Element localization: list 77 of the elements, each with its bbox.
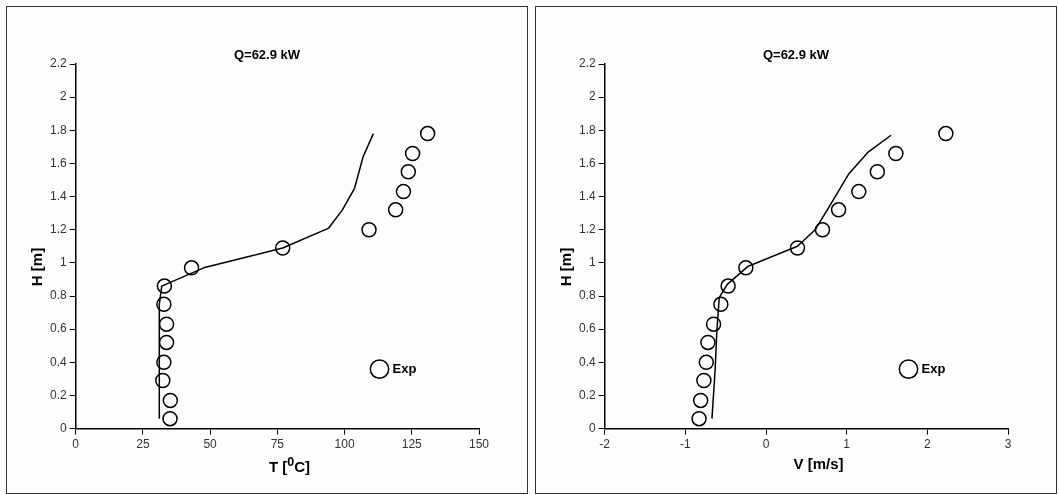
point [419, 125, 436, 142]
point [691, 410, 707, 427]
y-tick-label: 0.2 [578, 387, 596, 402]
legend-label: Exp [392, 360, 417, 376]
point [692, 392, 709, 409]
point [696, 372, 712, 389]
point [869, 163, 886, 180]
point [720, 278, 736, 294]
x-tick-label: 50 [203, 437, 218, 452]
y-tick-label: 1 [59, 255, 67, 270]
y-tick-label: 0.6 [578, 321, 596, 336]
point [155, 372, 171, 389]
point [156, 296, 172, 313]
x-axis-title: V [m/s] [792, 455, 845, 472]
point [851, 183, 867, 200]
point [814, 221, 831, 238]
y-tick-label: 0.2 [49, 387, 67, 402]
y-tick-label: 1 [588, 255, 596, 270]
x-tick-label: 25 [136, 437, 150, 452]
x-tick-label: 1 [843, 437, 851, 452]
y-tick-label: 0.4 [49, 354, 67, 369]
x-tick-label: 3 [1004, 437, 1012, 452]
x-tick-label: 75 [270, 437, 285, 452]
point [888, 145, 904, 162]
y-tick-label: 1.6 [49, 155, 67, 170]
y-tick-label: 2.2 [49, 56, 67, 71]
point [156, 354, 172, 371]
y-tick-label: 0.8 [578, 288, 596, 303]
x-tick-label: -1 [680, 437, 692, 452]
y-tick-label: 0.6 [49, 321, 67, 336]
point [738, 260, 754, 276]
point [183, 260, 200, 276]
y-tick-label: 1.2 [578, 222, 596, 237]
point [162, 392, 179, 409]
y-tick-label: 2.2 [578, 56, 596, 71]
y-tick-label: 2 [59, 89, 67, 104]
chart-title: Q=62.9 kW [233, 47, 301, 62]
y-tick-label: 1.4 [578, 188, 596, 203]
point [395, 183, 412, 200]
point [830, 202, 847, 218]
x-tick-label: 2 [923, 437, 931, 452]
point [700, 334, 716, 351]
point [789, 240, 806, 256]
x-tick-label: -2 [599, 437, 611, 452]
point [361, 221, 377, 238]
y-tick-label: 2 [588, 89, 596, 104]
y-tick-label: 0.8 [49, 288, 67, 303]
y-tick-label: 1.8 [578, 122, 596, 137]
point [698, 354, 715, 371]
y-tick-label: 1.4 [49, 188, 67, 203]
y-tick-label: 1.8 [49, 122, 67, 137]
y-tick-label: 0 [59, 420, 67, 435]
y-axis-title: H [m] [556, 247, 574, 287]
point [158, 316, 175, 332]
point [162, 410, 178, 427]
point [400, 163, 417, 180]
point [274, 240, 291, 256]
y-tick-label: 1.6 [578, 155, 596, 170]
point [713, 296, 729, 313]
x-tick-label: 0 [762, 437, 770, 452]
x-axis-title: T [$^{0}$C] [267, 455, 312, 475]
point [404, 145, 421, 162]
point [156, 278, 173, 294]
y-tick-label: 1.2 [49, 222, 67, 237]
point [387, 202, 404, 218]
x-tick-label: 100 [334, 437, 355, 452]
legend-label: Exp [921, 360, 946, 376]
x-tick-label: 150 [468, 437, 490, 452]
y-tick-label: 0 [588, 420, 596, 435]
point [938, 125, 954, 142]
point [158, 334, 175, 351]
chart-title: Q=62.9 kW [762, 47, 830, 62]
y-tick-label: 0.4 [578, 354, 596, 369]
x-tick-label: 125 [401, 437, 423, 452]
y-axis-title: H [m] [27, 247, 45, 287]
point [705, 316, 722, 332]
x-tick-label: 0 [72, 437, 80, 452]
